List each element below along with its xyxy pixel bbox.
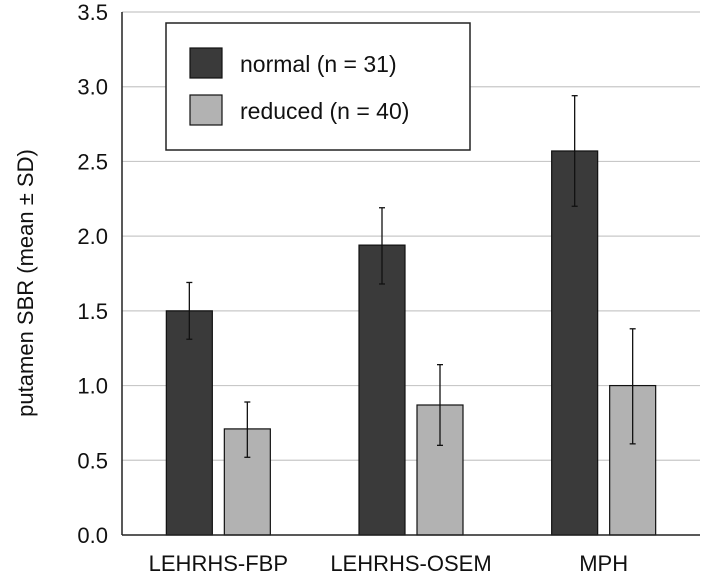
bar-normal-0 xyxy=(165,310,213,536)
axes xyxy=(121,12,700,536)
x-tick-label-1: LEHRHS-OSEM xyxy=(330,551,491,576)
y-tick-labels: 0.0 0.5 1.0 1.5 2.0 2.5 3.0 3.5 xyxy=(77,0,108,548)
legend-box xyxy=(165,22,471,151)
y-axis-title: putamen SBR (mean ± SD) xyxy=(13,149,38,417)
y-tick-label-0: 0.0 xyxy=(77,523,108,548)
legend: normal (n = 31) reduced (n = 40) xyxy=(165,22,471,151)
bar-normal-2 xyxy=(551,150,599,536)
y-tick-label-5: 2.5 xyxy=(77,149,108,174)
legend-swatch-reduced xyxy=(189,94,223,126)
x-tick-label-2: MPH xyxy=(579,551,628,576)
y-tick-label-4: 2.0 xyxy=(77,224,108,249)
legend-label-normal: normal (n = 31) xyxy=(240,51,397,77)
bar-normal-1 xyxy=(358,244,406,536)
legend-swatch-normal xyxy=(189,47,223,79)
bars xyxy=(165,150,657,536)
y-tick-label-1: 0.5 xyxy=(77,448,108,473)
y-tick-label-3: 1.5 xyxy=(77,299,108,324)
y-tick-label-2: 1.0 xyxy=(77,374,108,399)
legend-label-reduced: reduced (n = 40) xyxy=(240,98,409,124)
x-tick-label-0: LEHRHS-FBP xyxy=(149,551,288,576)
y-tick-label-6: 3.0 xyxy=(77,75,108,100)
error-bars xyxy=(186,95,636,458)
y-tick-label-7: 3.5 xyxy=(77,0,108,25)
x-tick-labels: LEHRHS-FBP LEHRHS-OSEM MPH xyxy=(149,551,628,576)
